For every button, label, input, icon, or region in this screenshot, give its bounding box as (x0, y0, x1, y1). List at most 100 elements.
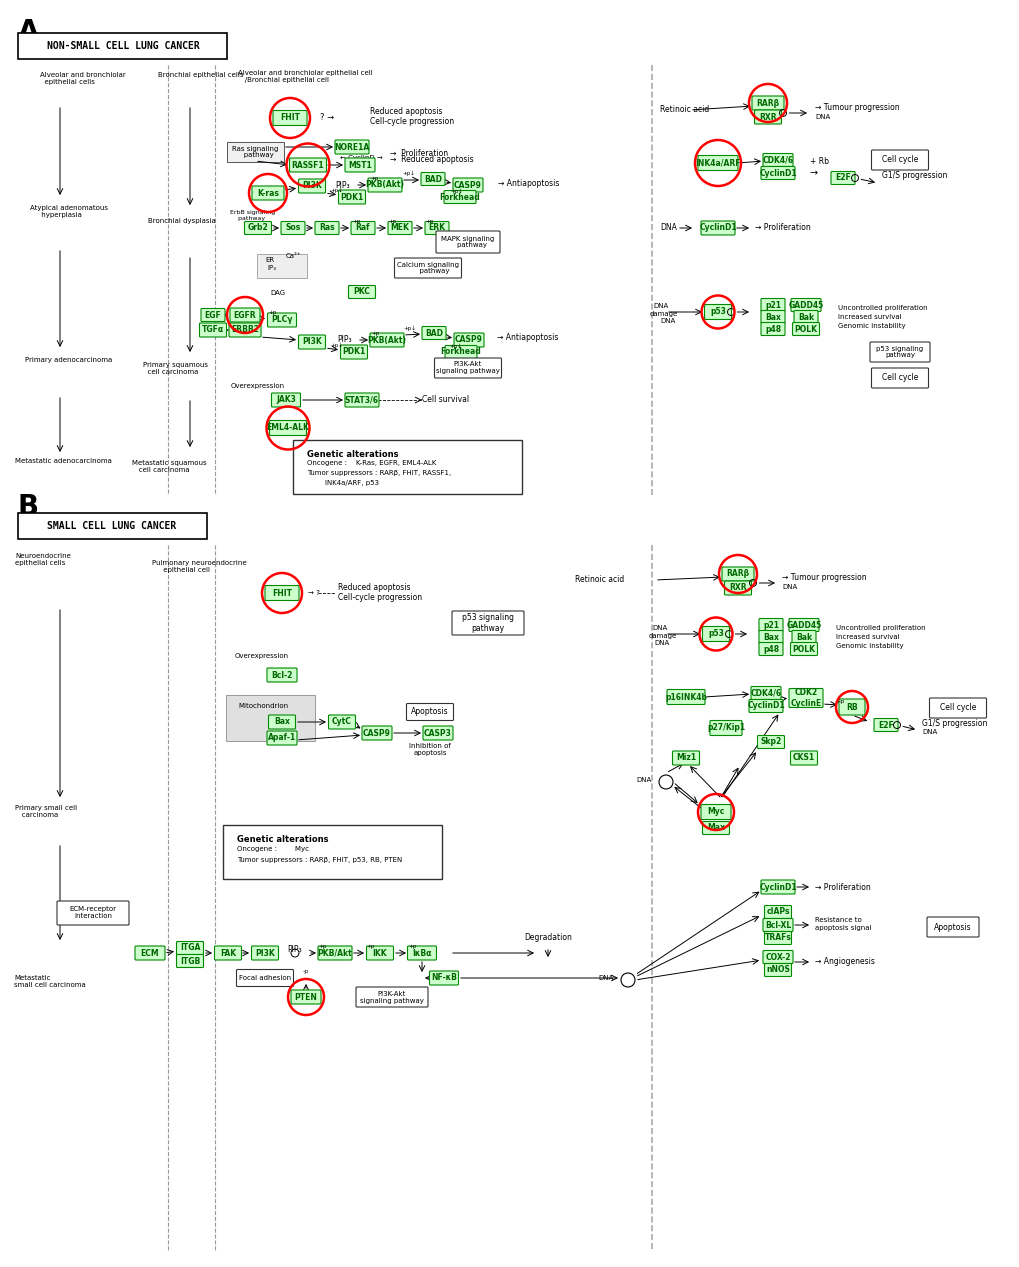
Text: Increased survival: Increased survival (836, 634, 899, 640)
FancyBboxPatch shape (18, 513, 207, 538)
Text: Forkhead: Forkhead (439, 193, 480, 201)
Text: →: → (809, 169, 817, 177)
Text: Raf: Raf (356, 223, 370, 233)
FancyBboxPatch shape (758, 631, 783, 644)
Text: Cell-cycle progression: Cell-cycle progression (337, 593, 422, 602)
Text: Reduced apoptosis: Reduced apoptosis (337, 584, 410, 593)
Text: Overexpression: Overexpression (234, 653, 288, 659)
FancyBboxPatch shape (435, 231, 499, 253)
Text: Cell-cycle progression: Cell-cycle progression (370, 117, 453, 125)
Text: +p: +p (370, 176, 378, 181)
Text: FHIT: FHIT (280, 114, 300, 123)
FancyBboxPatch shape (265, 585, 299, 601)
Text: ITGB: ITGB (179, 957, 200, 965)
Text: CDK4/6: CDK4/6 (750, 688, 781, 698)
Text: → Proliferation: → Proliferation (754, 223, 810, 233)
FancyBboxPatch shape (451, 611, 524, 635)
Text: Oncogene :    K-Ras, EGFR, EML4-ALK: Oncogene : K-Ras, EGFR, EML4-ALK (307, 460, 436, 466)
Text: PI3K: PI3K (302, 337, 322, 346)
Text: POLK: POLK (792, 645, 815, 654)
FancyBboxPatch shape (214, 946, 242, 960)
Text: → Tumour progression: → Tumour progression (814, 104, 899, 113)
FancyBboxPatch shape (762, 919, 792, 931)
FancyBboxPatch shape (830, 171, 854, 185)
Text: Oncogene :        Myc: Oncogene : Myc (236, 846, 309, 851)
Text: ECM-receptor
interaction: ECM-receptor interaction (69, 906, 116, 920)
Text: → Angiogenesis: → Angiogenesis (814, 958, 874, 967)
Text: Bronchial dysplasia: Bronchial dysplasia (148, 218, 216, 224)
Text: B: B (18, 493, 39, 521)
FancyBboxPatch shape (362, 726, 391, 740)
Text: CyclinD1: CyclinD1 (698, 223, 736, 233)
Text: → Antiapoptosis: → Antiapoptosis (496, 333, 557, 342)
FancyBboxPatch shape (269, 421, 306, 436)
Text: CKS1: CKS1 (792, 754, 814, 763)
Text: Retinoic acid: Retinoic acid (659, 105, 708, 114)
Text: PI3K: PI3K (302, 181, 322, 190)
Text: Cell cycle: Cell cycle (881, 156, 917, 165)
Text: FHIT: FHIT (272, 588, 291, 598)
Text: E2F: E2F (877, 721, 893, 730)
Text: +p: +p (408, 944, 416, 949)
FancyBboxPatch shape (926, 917, 978, 938)
FancyBboxPatch shape (764, 906, 791, 919)
Text: → ?: → ? (308, 590, 320, 595)
Text: CASP3: CASP3 (424, 729, 451, 737)
FancyBboxPatch shape (666, 689, 704, 704)
FancyBboxPatch shape (748, 699, 783, 712)
Text: FAK: FAK (220, 949, 235, 958)
Text: apoptosis signal: apoptosis signal (814, 925, 870, 931)
Text: MAPK signaling
    pathway: MAPK signaling pathway (441, 236, 494, 248)
FancyBboxPatch shape (176, 941, 204, 954)
Text: PKC: PKC (354, 288, 370, 296)
Text: → Proliferation: → Proliferation (814, 883, 870, 892)
Text: PKB/Akt: PKB/Akt (317, 949, 352, 958)
Text: Sos: Sos (285, 223, 301, 233)
Text: CyclinD1: CyclinD1 (758, 169, 796, 177)
Text: PTEN: PTEN (294, 992, 317, 1001)
FancyBboxPatch shape (760, 166, 794, 180)
FancyBboxPatch shape (873, 718, 897, 731)
Text: Alveolar and bronchiolar epithelial cell
   /Bronchial epithelial cell: Alveolar and bronchiolar epithelial cell… (237, 70, 372, 84)
FancyBboxPatch shape (289, 158, 326, 172)
Text: +p↓: +p↓ (448, 343, 462, 348)
FancyBboxPatch shape (408, 946, 436, 960)
FancyBboxPatch shape (257, 253, 307, 277)
Text: Ras: Ras (319, 223, 334, 233)
Text: PDK1: PDK1 (340, 193, 363, 201)
Text: Calcium signaling
      pathway: Calcium signaling pathway (396, 261, 459, 275)
Text: → Tumour progression: → Tumour progression (782, 574, 866, 583)
Text: Cell cycle: Cell cycle (881, 374, 917, 383)
Text: p48: p48 (764, 324, 781, 333)
FancyBboxPatch shape (758, 642, 783, 655)
FancyBboxPatch shape (434, 359, 501, 378)
Text: Alveolar and bronchiolar
  epithelial cells: Alveolar and bronchiolar epithelial cell… (40, 72, 125, 85)
FancyBboxPatch shape (315, 222, 338, 234)
FancyBboxPatch shape (200, 323, 226, 337)
Text: +p: +p (425, 219, 433, 224)
FancyBboxPatch shape (356, 987, 428, 1007)
FancyBboxPatch shape (267, 313, 297, 327)
Text: Bcl-XL: Bcl-XL (764, 921, 791, 930)
FancyBboxPatch shape (135, 946, 165, 960)
FancyBboxPatch shape (751, 96, 784, 110)
Text: MST1: MST1 (347, 161, 372, 170)
Text: Focal adhesion: Focal adhesion (238, 976, 290, 981)
FancyBboxPatch shape (702, 626, 729, 641)
Text: EML4-ALK: EML4-ALK (266, 423, 309, 432)
FancyBboxPatch shape (869, 342, 929, 362)
Text: Overexpression: Overexpression (230, 383, 284, 389)
Text: + Rb: + Rb (809, 157, 828, 166)
FancyBboxPatch shape (429, 971, 459, 984)
Text: PIP₃: PIP₃ (287, 945, 302, 954)
Text: E2F: E2F (835, 174, 850, 182)
FancyBboxPatch shape (443, 190, 476, 204)
Text: PKB(Akt): PKB(Akt) (365, 180, 405, 190)
Text: Reduced apoptosis: Reduced apoptosis (370, 108, 442, 117)
Text: +p↓: +p↓ (403, 326, 416, 331)
Text: damage: damage (648, 634, 677, 639)
Text: → Antiapoptosis: → Antiapoptosis (497, 180, 558, 189)
Text: ErbB signaling
    pathway: ErbB signaling pathway (229, 210, 275, 220)
FancyBboxPatch shape (201, 308, 225, 322)
Text: +p: +p (268, 310, 276, 315)
